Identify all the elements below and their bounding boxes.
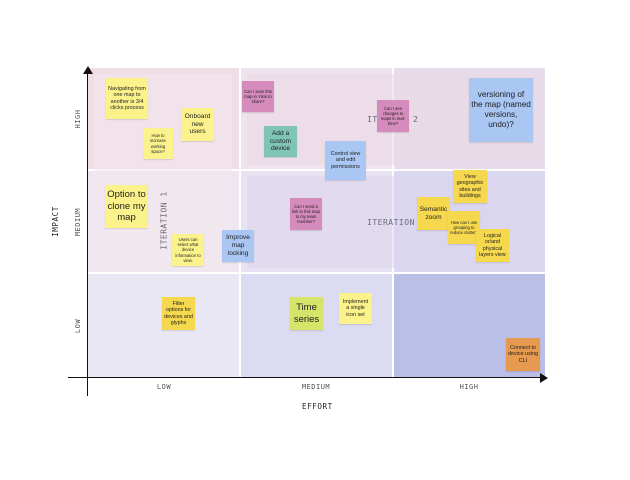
- y-label-medium: MEDIUM: [74, 207, 82, 237]
- y-axis-arrow: [83, 66, 93, 74]
- x-axis-arrow: [540, 373, 548, 383]
- y-label-low: LOW: [74, 318, 82, 334]
- note-improve-locking[interactable]: Improve map locking: [222, 230, 254, 262]
- note-cli[interactable]: Connect to device using CLI: [506, 338, 540, 371]
- note-device-info[interactable]: Users can select what device information…: [172, 234, 204, 266]
- y-axis-title: IMPACT: [50, 206, 60, 237]
- iteration-3-label: ITERATION 3: [367, 218, 426, 227]
- x-axis-line: [68, 377, 542, 379]
- note-logical[interactable]: Logical or/and physical layers view: [476, 229, 509, 262]
- y-label-high: HIGH: [74, 109, 82, 129]
- note-navigating[interactable]: Navigating from one map to another is 3/…: [106, 78, 148, 119]
- iteration-1-label: ITERATION 1: [159, 191, 169, 250]
- y-axis-line: [87, 72, 89, 396]
- iteration-2-label-right: 2: [413, 115, 419, 124]
- note-clone[interactable]: Option to clone my map: [105, 185, 148, 228]
- note-versioning[interactable]: versioning of the map (named versions, u…: [469, 78, 533, 142]
- note-custom-device[interactable]: Add a custom device: [264, 126, 297, 157]
- x-label-high: HIGH: [459, 383, 479, 391]
- note-time-series[interactable]: Time series: [290, 297, 323, 330]
- note-geographic[interactable]: View geographic sites and buildings: [453, 170, 487, 203]
- x-axis-title: EFFORT: [302, 402, 333, 411]
- note-save-visio[interactable]: Can I save this map in Visio to share?: [242, 81, 274, 112]
- note-semantic-zoom[interactable]: Semantic zoom: [417, 197, 450, 230]
- note-increase-space[interactable]: How to increase working space?: [143, 128, 173, 159]
- note-see-changes[interactable]: Can I see changes to maps in real-time?: [377, 100, 409, 132]
- x-label-low: LOW: [156, 383, 172, 391]
- x-label-medium: MEDIUM: [301, 383, 331, 391]
- note-control-view[interactable]: Control view and edit permissions: [325, 141, 366, 180]
- note-icon-set[interactable]: Implement a single icon set: [339, 293, 372, 324]
- note-filter[interactable]: Filter options for devices and glyphs: [162, 297, 195, 330]
- note-grouping[interactable]: How can I use grouping to reduce clutter…: [448, 211, 480, 244]
- iteration-2-label-left: ITE: [367, 115, 383, 124]
- note-onboard[interactable]: Onboard new users: [181, 108, 214, 141]
- note-send-link[interactable]: Can I send a link to this map to my team…: [290, 198, 322, 230]
